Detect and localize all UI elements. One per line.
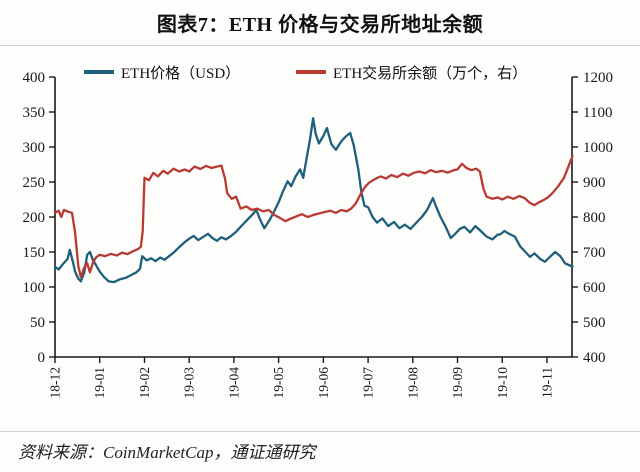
y-right-tick-label: 1100: [583, 105, 612, 121]
y-left-tick-label: 150: [23, 245, 46, 261]
y-right-tick-label: 500: [583, 315, 606, 331]
exchange-balance-line: [53, 154, 574, 279]
y-right-tick-label: 800: [583, 210, 606, 226]
eth-price-legend-swatch: [84, 70, 114, 74]
footer-divider: [0, 431, 640, 432]
y-right-tick-label: 600: [583, 280, 606, 296]
y-right-tick-label: 1000: [583, 140, 613, 156]
exchange-balance-legend-swatch: [296, 70, 326, 74]
y-left-tick-label: 250: [23, 175, 46, 191]
eth-price-legend-label: ETH价格（USD）: [121, 65, 241, 82]
y-left-tick-label: 300: [23, 140, 46, 156]
x-tick-label: 18-12: [48, 367, 63, 399]
x-tick-label: 19-08: [405, 367, 420, 399]
x-tick-label: 19-09: [450, 367, 465, 399]
y-left-tick-label: 200: [23, 210, 46, 226]
x-tick-label: 19-10: [495, 367, 510, 399]
x-tick-label: 19-02: [137, 367, 152, 399]
y-left-tick-label: 100: [23, 280, 46, 296]
y-right-tick-label: 700: [583, 245, 606, 261]
y-left-tick-label: 400: [23, 70, 46, 86]
y-right-tick-label: 1200: [583, 70, 613, 86]
eth-price-line: [53, 117, 574, 284]
title-divider: [0, 45, 640, 46]
y-right-tick-label: 900: [583, 175, 606, 191]
exchange-balance-legend-label: ETH交易所余额（万个，右）: [333, 65, 528, 82]
data-source-note: 资料来源：CoinMarketCap，通证通研究: [18, 443, 316, 462]
legend-item-exchange-balance: ETH交易所余额（万个，右）: [296, 63, 528, 82]
x-tick-label: 19-11: [540, 367, 555, 398]
x-tick-label: 19-06: [316, 367, 331, 399]
x-tick-label: 19-03: [182, 367, 197, 399]
y-left-tick-label: 0: [38, 350, 46, 366]
x-tick-label: 19-04: [226, 367, 241, 399]
x-tick-label: 19-01: [92, 367, 107, 399]
x-tick-label: 19-07: [361, 367, 376, 399]
y-left-tick-label: 350: [23, 105, 46, 121]
y-right-tick-label: 400: [583, 350, 606, 366]
x-tick-label: 19-05: [271, 367, 286, 399]
chart-title: 图表7：ETH 价格与交易所地址余额: [156, 14, 484, 36]
legend-item-eth-price: ETH价格（USD）: [84, 63, 241, 82]
y-left-tick-label: 50: [30, 315, 45, 331]
